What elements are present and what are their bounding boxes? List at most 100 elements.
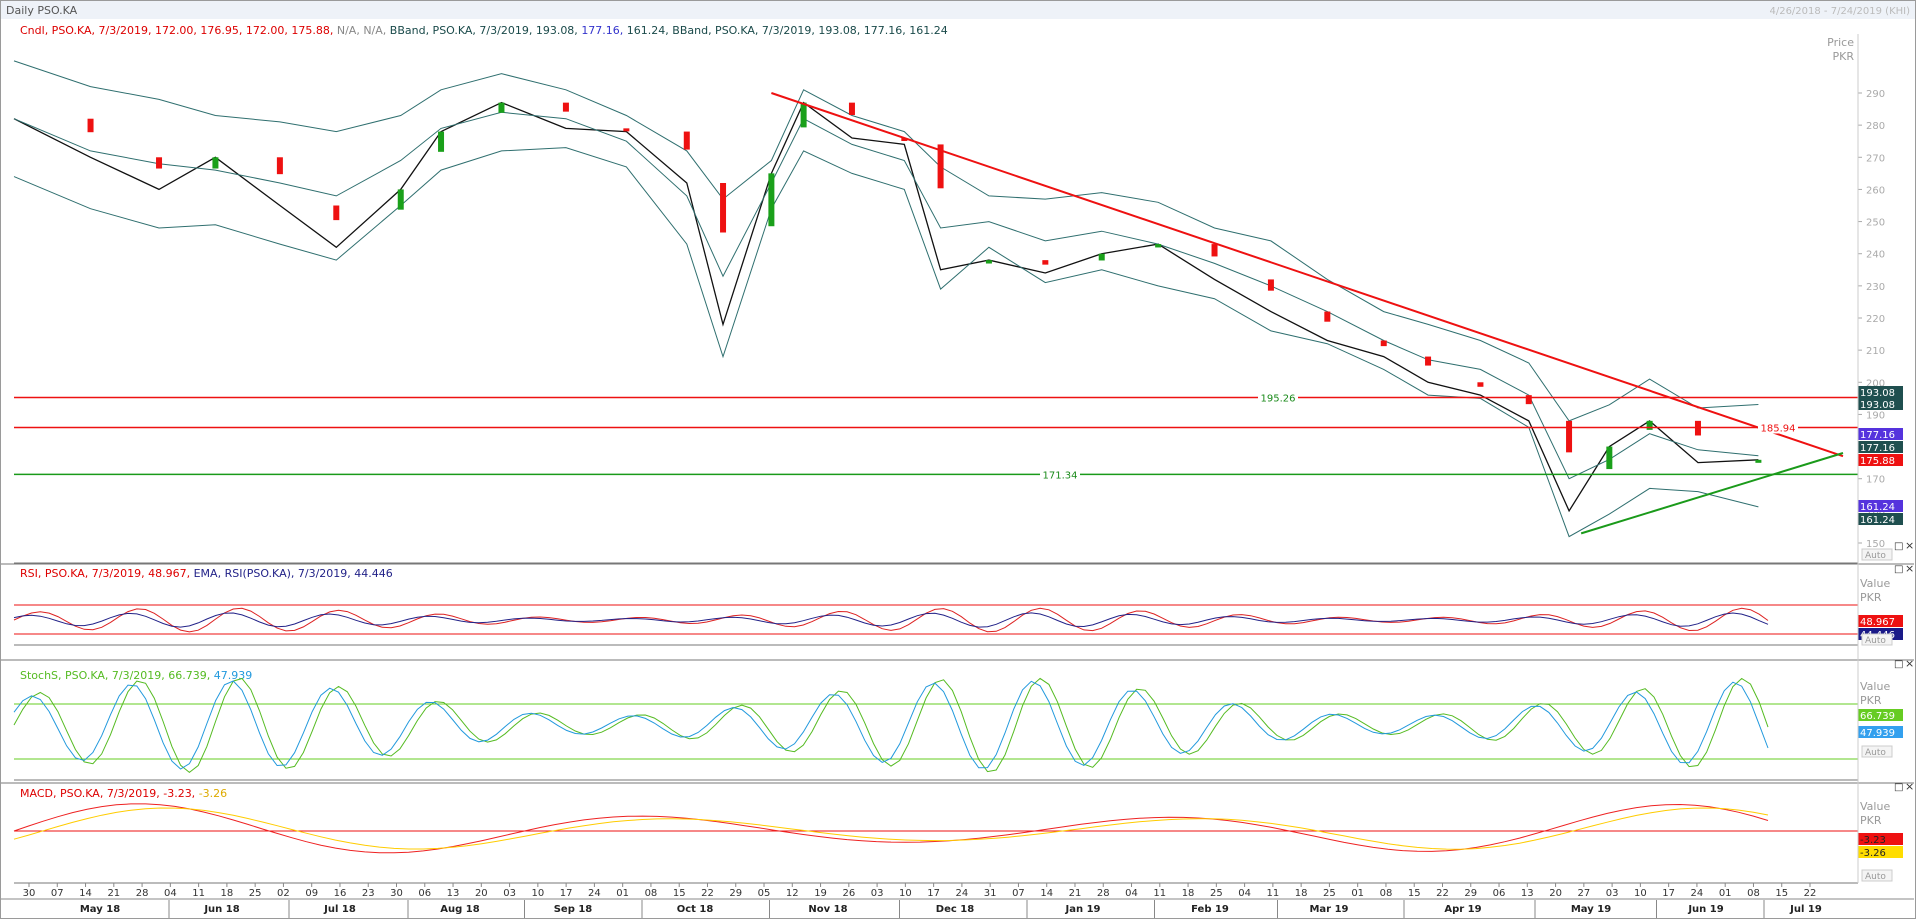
series-line-0 xyxy=(13,101,1759,513)
stoch-auto-button[interactable] xyxy=(1861,745,1893,758)
rsi-auto-label: Auto xyxy=(1865,636,1886,646)
level-label-1: 185.94 xyxy=(1761,423,1796,434)
value-tag: 177.16 xyxy=(1860,430,1895,441)
value-tag: 175.88 xyxy=(1860,456,1895,467)
rsi-axis-title-1: Value xyxy=(1860,577,1890,590)
macd-close-icon[interactable]: × xyxy=(1905,780,1914,793)
x-day-label: 27 xyxy=(1577,888,1590,899)
rsi-legend: RSI, PSO.KA, 7/3/2019, 48.967, EMA, RSI(… xyxy=(20,567,393,580)
macd-line xyxy=(13,803,1769,854)
value-tag-bg xyxy=(1858,833,1903,845)
x-day-label: 15 xyxy=(673,888,686,899)
x-day-label: 17 xyxy=(560,888,573,899)
price-close-icon[interactable]: × xyxy=(1905,539,1914,552)
stoch-legend: StochS, PSO.KA, 7/3/2019, 66.739, 47.939 xyxy=(20,669,252,682)
stoch-close-icon[interactable]: × xyxy=(1905,657,1914,670)
x-day-label: 01 xyxy=(1719,888,1732,899)
stoch-restore-icon[interactable]: □ xyxy=(1894,659,1903,670)
x-month-label: Dec 18 xyxy=(936,904,974,915)
x-axis-day-labels: 30 07 14 21 28 04 11 18 25 02 09 16 23 30 06 13 20 03 10 17… xyxy=(23,883,1816,899)
series-line-3 xyxy=(13,147,1759,538)
value-tag-bg xyxy=(1858,709,1903,721)
stoch_pane.legend-part-0: StochS, PSO.KA, 7/3/2019, 66.739, xyxy=(20,669,214,682)
trendline-1 xyxy=(1580,452,1844,535)
candle xyxy=(397,189,404,210)
candle xyxy=(1425,356,1432,366)
price-tick-label: 210 xyxy=(1866,346,1885,357)
x-day-label: 25 xyxy=(249,888,262,899)
x-day-label: 31 xyxy=(984,888,997,899)
x-day-label: 12 xyxy=(786,888,799,899)
price-tick-label: 280 xyxy=(1866,121,1885,132)
title-bar xyxy=(1,1,1915,19)
macd_pane.legend-part-1: -3.26 xyxy=(199,787,227,800)
x-day-label: 15 xyxy=(1775,888,1788,899)
value-tag-bg xyxy=(1858,428,1903,440)
value-tag-bg xyxy=(1858,454,1903,466)
macd-plot xyxy=(13,803,1769,854)
x-day-label: 03 xyxy=(503,888,516,899)
stoch-k-line xyxy=(13,677,1769,774)
value-tag: -3.26 xyxy=(1860,848,1886,859)
x-month-label: Jan 19 xyxy=(1065,904,1101,915)
candle xyxy=(276,157,283,175)
price-axis-title-1: Price xyxy=(1827,36,1854,49)
candle xyxy=(623,128,630,132)
candle xyxy=(1324,311,1331,322)
candle xyxy=(768,173,775,227)
x-day-label: 19 xyxy=(814,888,827,899)
x-day-label: 20 xyxy=(475,888,488,899)
candle xyxy=(901,138,908,141)
rsi-restore-icon[interactable]: □ xyxy=(1894,564,1903,575)
value-tag-bg xyxy=(1858,398,1903,410)
x-day-label: 25 xyxy=(1210,888,1223,899)
candle xyxy=(1477,382,1484,387)
price_pane.legend-part-2: BBand, PSO.KA, 7/3/2019, 193.08, xyxy=(390,24,582,37)
candle xyxy=(1606,446,1613,470)
x-month-label: May 19 xyxy=(1571,904,1611,915)
macd-axis-title-2: PKR xyxy=(1860,814,1882,827)
x-day-label: 08 xyxy=(645,888,658,899)
x-day-label: 13 xyxy=(447,888,460,899)
price-pane: Cndl, PSO.KA, 7/3/2019, 172.00, 176.95, … xyxy=(13,24,1903,564)
x-month-label: Aug 18 xyxy=(440,904,479,915)
value-tag-bg xyxy=(1858,846,1903,858)
value-tag-bg xyxy=(1858,615,1903,627)
x-day-label: 10 xyxy=(899,888,912,899)
macd_pane.legend-part-0: MACD, PSO.KA, 7/3/2019, -3.23, xyxy=(20,787,199,800)
level-label-bg xyxy=(1758,420,1798,434)
x-day-label: 14 xyxy=(1040,888,1053,899)
rsi-pane: RSI, PSO.KA, 7/3/2019, 48.967, EMA, RSI(… xyxy=(1,563,1914,646)
macd-auto-button[interactable] xyxy=(1861,869,1893,882)
x-day-label: 24 xyxy=(588,888,601,899)
value-tag: 193.08 xyxy=(1860,400,1895,411)
x-month-label: Jul 18 xyxy=(323,904,356,915)
level-label-bg xyxy=(1258,390,1298,404)
x-day-label: 10 xyxy=(531,888,544,899)
x-day-label: 17 xyxy=(927,888,940,899)
x-day-label: 21 xyxy=(107,888,120,899)
x-day-label: 07 xyxy=(51,888,64,899)
price-auto-button[interactable] xyxy=(1861,548,1893,561)
x-day-label: 15 xyxy=(1408,888,1421,899)
candle xyxy=(683,131,690,150)
rsi-auto-button[interactable] xyxy=(1861,633,1893,646)
stoch-value-tags: 66.739 47.939 xyxy=(1858,709,1903,739)
x-day-label: 13 xyxy=(1521,888,1534,899)
series-line-2 xyxy=(13,111,1759,480)
rsi-plot xyxy=(13,607,1769,633)
level-label-2: 171.34 xyxy=(1043,470,1078,481)
price-restore-icon[interactable]: □ xyxy=(1894,541,1903,552)
level-label-bg xyxy=(1040,467,1080,481)
value-tag-bg xyxy=(1858,513,1903,525)
price-tick-label: 220 xyxy=(1866,314,1885,325)
macd-restore-icon[interactable]: □ xyxy=(1894,782,1903,793)
price_pane.legend-part-0: Cndl, PSO.KA, 7/3/2019, 172.00, 176.95, … xyxy=(20,24,337,37)
stoch-pane: StochS, PSO.KA, 7/3/2019, 66.739, 47.939… xyxy=(1,659,1914,781)
rsi-close-icon[interactable]: × xyxy=(1905,562,1914,575)
price_pane.legend-part-1: N/A, N/A, xyxy=(337,24,390,37)
x-day-label: 26 xyxy=(842,888,855,899)
candle xyxy=(985,260,992,264)
candle xyxy=(720,183,727,233)
